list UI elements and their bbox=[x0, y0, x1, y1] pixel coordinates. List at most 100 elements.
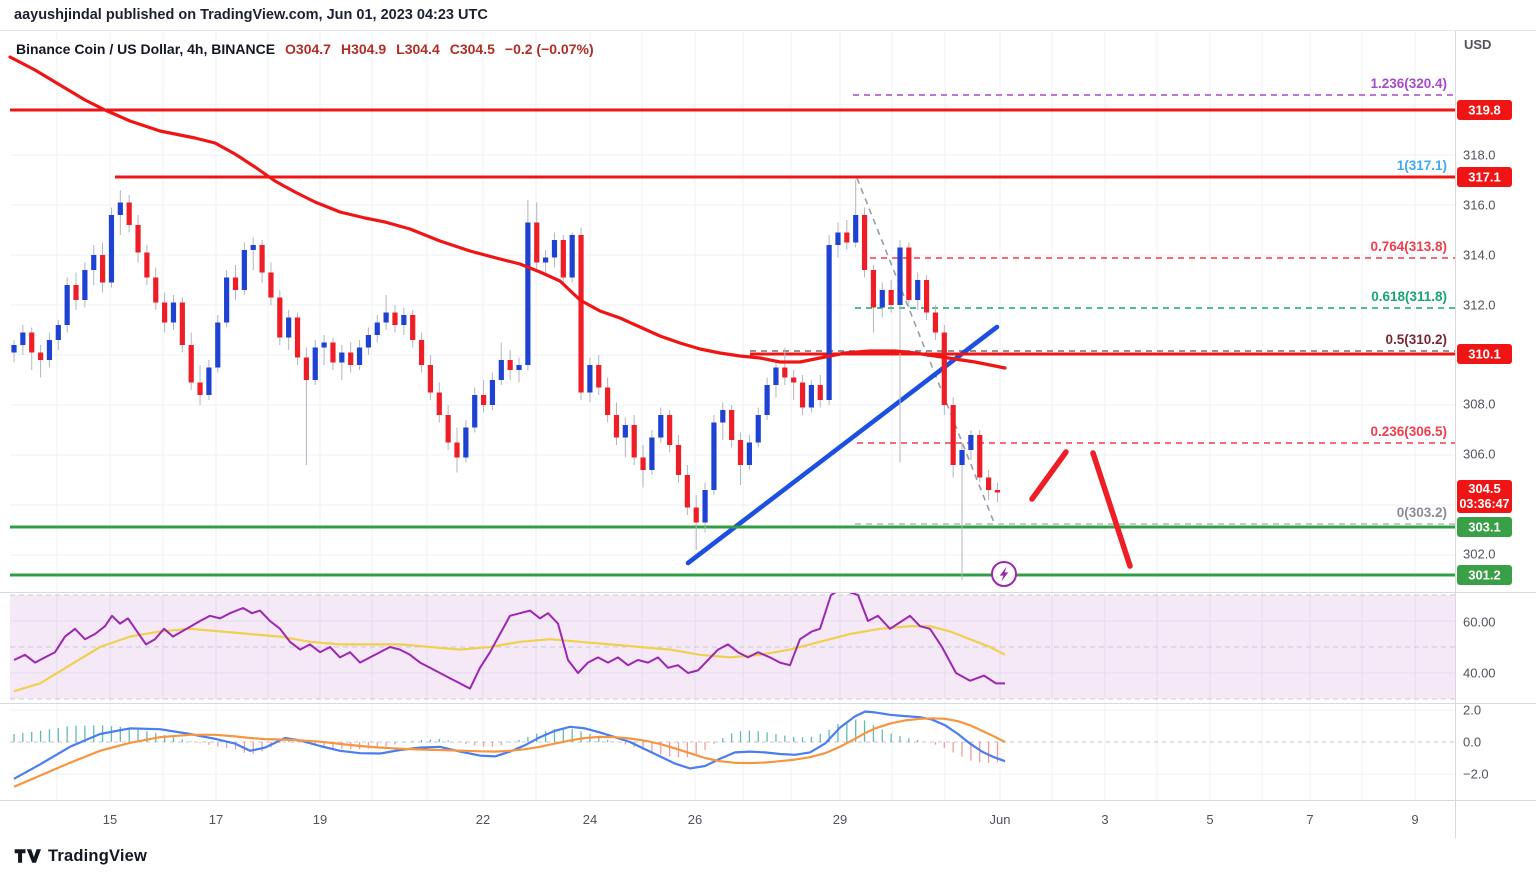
svg-text:1(317.1): 1(317.1) bbox=[1397, 158, 1447, 173]
candle bbox=[170, 302, 177, 323]
candle bbox=[959, 450, 965, 465]
candle bbox=[791, 377, 797, 383]
candle bbox=[729, 410, 735, 440]
svg-text:60.00: 60.00 bbox=[1463, 615, 1496, 630]
candle bbox=[135, 225, 141, 253]
candle bbox=[755, 415, 761, 443]
svg-text:316.0: 316.0 bbox=[1463, 198, 1496, 213]
candle bbox=[321, 342, 327, 348]
svg-text:0.764(313.8): 0.764(313.8) bbox=[1370, 239, 1447, 254]
candle bbox=[720, 410, 726, 423]
svg-text:0(303.2): 0(303.2) bbox=[1397, 505, 1447, 520]
svg-text:−2.0: −2.0 bbox=[1463, 767, 1489, 782]
svg-text:03:36:47: 03:36:47 bbox=[1459, 497, 1509, 511]
candle bbox=[162, 302, 168, 323]
candle bbox=[20, 332, 26, 345]
candle bbox=[286, 317, 292, 338]
candle bbox=[268, 272, 274, 298]
candle bbox=[277, 297, 283, 338]
candle bbox=[312, 347, 318, 380]
candle bbox=[241, 250, 247, 290]
candle bbox=[675, 445, 682, 475]
svg-text:19: 19 bbox=[313, 812, 327, 827]
candle bbox=[206, 367, 212, 395]
candle bbox=[427, 365, 434, 393]
candle bbox=[454, 442, 460, 458]
candles-layer bbox=[11, 180, 1001, 580]
svg-text:40.00: 40.00 bbox=[1463, 666, 1496, 681]
candle bbox=[773, 367, 779, 385]
candle bbox=[640, 457, 646, 470]
candle bbox=[463, 427, 469, 458]
svg-text:3: 3 bbox=[1101, 812, 1108, 827]
svg-text:USD: USD bbox=[1464, 37, 1491, 52]
footer: TradingView bbox=[0, 838, 1536, 874]
candle bbox=[968, 435, 974, 450]
candle bbox=[445, 415, 451, 443]
candle bbox=[799, 382, 806, 408]
price-badge bbox=[1457, 344, 1512, 364]
candle bbox=[37, 352, 44, 360]
fib-levels bbox=[750, 94, 1455, 525]
time-axis[interactable]: 15 17 19 22 24 26 29 Jun 3 5 7 9 bbox=[103, 812, 1419, 827]
candle bbox=[339, 352, 345, 363]
candle bbox=[472, 395, 478, 428]
candle bbox=[126, 202, 132, 225]
candle bbox=[436, 392, 442, 415]
candle bbox=[356, 347, 363, 365]
candle bbox=[622, 425, 628, 438]
price-badge bbox=[1457, 565, 1512, 585]
candle bbox=[480, 395, 487, 405]
ohlc-item: L304.4 bbox=[396, 41, 440, 57]
svg-text:Jun: Jun bbox=[990, 812, 1011, 827]
candle bbox=[197, 382, 203, 395]
price-badge bbox=[1457, 480, 1512, 513]
candle bbox=[418, 340, 425, 365]
symbol-title: Binance Coin / US Dollar, 4h, BINANCE bbox=[16, 41, 276, 57]
candle bbox=[543, 257, 549, 263]
price-badges: 319.8 317.1 310.1 304.503:36:47 303.1 301.2 bbox=[1457, 100, 1512, 585]
candle bbox=[82, 270, 88, 300]
lightning-icon[interactable] bbox=[991, 561, 1017, 587]
candle bbox=[401, 315, 407, 325]
candle bbox=[330, 342, 336, 363]
candle bbox=[410, 315, 416, 340]
candle bbox=[684, 475, 690, 508]
candle bbox=[11, 345, 17, 353]
chart-legend[interactable]: Binance Coin / US Dollar, 4h, BINANCE O30… bbox=[16, 41, 594, 57]
candle bbox=[977, 435, 983, 478]
candle bbox=[46, 340, 53, 360]
grid-lines bbox=[10, 32, 1455, 800]
candle bbox=[826, 245, 832, 400]
svg-text:306.0: 306.0 bbox=[1463, 447, 1496, 462]
horizontal-levels[interactable] bbox=[10, 108, 1455, 577]
candle bbox=[188, 345, 194, 383]
svg-text:310.1: 310.1 bbox=[1468, 347, 1501, 362]
candle bbox=[392, 312, 398, 325]
svg-text:318.0: 318.0 bbox=[1463, 148, 1496, 163]
change-value: −0.2 (−0.07%) bbox=[504, 41, 594, 57]
tradingview-logo-icon bbox=[14, 849, 41, 863]
candle bbox=[835, 232, 841, 245]
drawn-arrows[interactable] bbox=[1029, 449, 1133, 569]
candle bbox=[649, 437, 655, 470]
svg-text:24: 24 bbox=[583, 812, 597, 827]
candle bbox=[55, 325, 61, 340]
ohlc-item: H304.9 bbox=[340, 41, 387, 57]
candle bbox=[888, 290, 894, 305]
attribution-text: aayushjindal published on TradingView.co… bbox=[14, 7, 488, 23]
svg-text:0.236(306.5): 0.236(306.5) bbox=[1370, 424, 1447, 439]
svg-text:312.0: 312.0 bbox=[1463, 298, 1496, 313]
svg-text:7: 7 bbox=[1306, 812, 1313, 827]
candle bbox=[817, 385, 823, 400]
svg-text:304.5: 304.5 bbox=[1468, 481, 1501, 496]
candle bbox=[560, 240, 566, 278]
candle bbox=[179, 302, 185, 345]
tradingview-logo[interactable]: TradingView bbox=[14, 846, 147, 866]
ohlc-item: C304.5 bbox=[449, 41, 495, 57]
price-axis[interactable]: USD 318.0 316.0 314.0 312.0 308.0 306.0 302.0 60… bbox=[1463, 37, 1496, 782]
svg-text:303.1: 303.1 bbox=[1468, 520, 1501, 535]
candle bbox=[551, 240, 558, 258]
